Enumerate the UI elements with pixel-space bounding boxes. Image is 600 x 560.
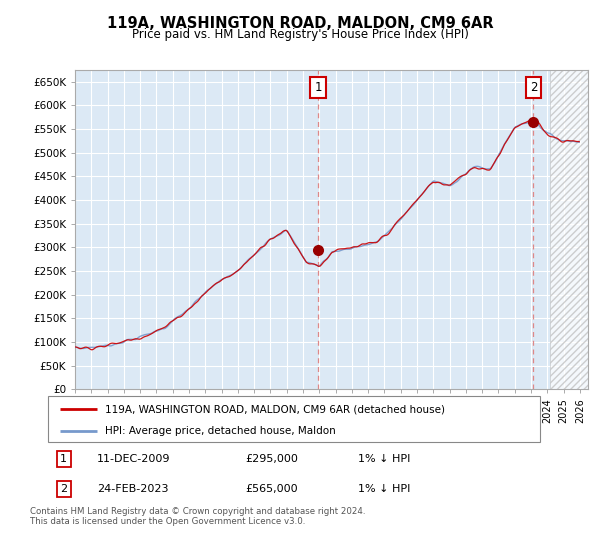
Text: Contains HM Land Registry data © Crown copyright and database right 2024.
This d: Contains HM Land Registry data © Crown c… [30,507,365,526]
Text: 2: 2 [530,81,537,94]
FancyBboxPatch shape [48,396,540,442]
Text: 11-DEC-2009: 11-DEC-2009 [97,454,170,464]
Text: 1% ↓ HPI: 1% ↓ HPI [358,484,410,494]
Text: Price paid vs. HM Land Registry's House Price Index (HPI): Price paid vs. HM Land Registry's House … [131,28,469,41]
Text: HPI: Average price, detached house, Maldon: HPI: Average price, detached house, Mald… [104,426,335,436]
Text: 119A, WASHINGTON ROAD, MALDON, CM9 6AR (detached house): 119A, WASHINGTON ROAD, MALDON, CM9 6AR (… [104,404,445,414]
Text: 1: 1 [314,81,322,94]
Text: £295,000: £295,000 [245,454,298,464]
Bar [550,70,588,389]
Text: 1% ↓ HPI: 1% ↓ HPI [358,454,410,464]
Text: 119A, WASHINGTON ROAD, MALDON, CM9 6AR: 119A, WASHINGTON ROAD, MALDON, CM9 6AR [107,16,493,31]
Text: 1: 1 [60,454,67,464]
Text: £565,000: £565,000 [245,484,298,494]
Text: 2: 2 [60,484,67,494]
Text: 24-FEB-2023: 24-FEB-2023 [97,484,169,494]
